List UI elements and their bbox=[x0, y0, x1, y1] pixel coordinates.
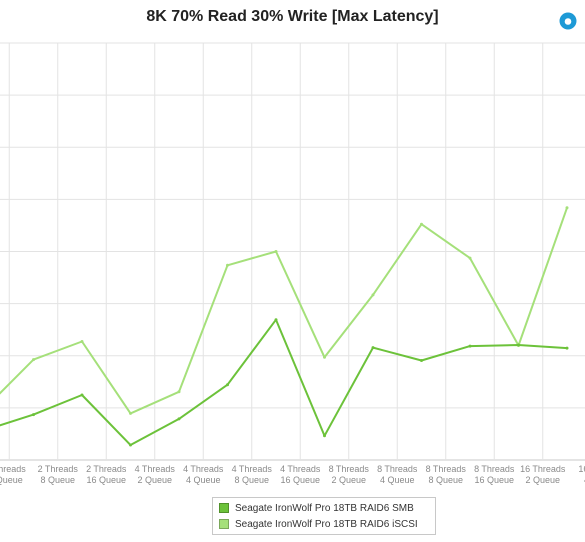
legend-label-iscsi: Seagate IronWolf Pro 18TB RAID6 iSCSI bbox=[235, 518, 418, 530]
x-tick-label: ThreadsQueue bbox=[0, 464, 26, 485]
data-point-iscsi[interactable] bbox=[226, 263, 229, 267]
data-point-smb[interactable] bbox=[80, 393, 84, 397]
data-point-smb[interactable] bbox=[129, 443, 132, 447]
series-line-smb[interactable] bbox=[0, 318, 568, 446]
grid bbox=[0, 42, 585, 461]
data-point-smb[interactable] bbox=[177, 417, 181, 421]
data-point-iscsi[interactable] bbox=[129, 411, 132, 415]
data-point-iscsi[interactable] bbox=[565, 206, 569, 210]
data-point-iscsi[interactable] bbox=[420, 222, 423, 226]
data-point-smb[interactable] bbox=[323, 434, 326, 438]
x-tick-label: 4 Threads 2 Queue bbox=[135, 464, 176, 485]
data-point-iscsi[interactable] bbox=[468, 256, 472, 260]
data-point-smb[interactable] bbox=[420, 359, 423, 362]
series-layer bbox=[0, 206, 569, 447]
data-point-iscsi[interactable] bbox=[371, 293, 375, 297]
x-tick-label: 16 Threads 2 Queue bbox=[520, 464, 566, 485]
x-tick-label: 4 Threads 16 Queue bbox=[280, 464, 321, 485]
x-tick-label: 8 Threads 2 Queue bbox=[329, 464, 370, 485]
legend: Seagate IronWolf Pro 18TB RAID6 SMB Seag… bbox=[212, 497, 436, 535]
x-tick-label: 2 Threads 8 Queue bbox=[38, 464, 79, 485]
data-point-iscsi[interactable] bbox=[177, 390, 181, 394]
x-tick-label: 4 Threads 8 Queue bbox=[232, 464, 273, 485]
data-point-iscsi[interactable] bbox=[323, 355, 326, 359]
legend-swatch-iscsi bbox=[219, 519, 229, 529]
data-point-smb[interactable] bbox=[274, 318, 278, 322]
brand-logo-icon bbox=[559, 12, 577, 30]
legend-item-smb[interactable]: Seagate IronWolf Pro 18TB RAID6 SMB bbox=[219, 500, 429, 516]
data-point-smb[interactable] bbox=[468, 344, 472, 348]
data-point-smb[interactable] bbox=[32, 413, 35, 417]
x-tick-label: 8 Threads 8 Queue bbox=[426, 464, 467, 485]
legend-item-iscsi[interactable]: Seagate IronWolf Pro 18TB RAID6 iSCSI bbox=[219, 516, 429, 532]
data-point-iscsi[interactable] bbox=[80, 340, 84, 343]
legend-swatch-smb bbox=[219, 503, 229, 513]
x-tick-label: 8 Threads 4 Queue bbox=[377, 464, 418, 485]
x-tick-label: 4 Threads 4 Queue bbox=[183, 464, 224, 485]
x-tick-label: 2 Threads 16 Queue bbox=[86, 464, 127, 485]
legend-label-smb: Seagate IronWolf Pro 18TB RAID6 SMB bbox=[235, 502, 414, 514]
data-point-smb[interactable] bbox=[226, 383, 229, 387]
data-point-smb[interactable] bbox=[517, 343, 520, 347]
series-line-iscsi[interactable] bbox=[0, 207, 568, 415]
data-point-iscsi[interactable] bbox=[274, 250, 278, 253]
data-point-iscsi[interactable] bbox=[32, 358, 35, 362]
x-tick-label: 8 Threads 16 Queue bbox=[474, 464, 515, 485]
data-point-smb[interactable] bbox=[565, 346, 569, 350]
chart-title: 8K 70% Read 30% Write [Max Latency] bbox=[146, 8, 439, 25]
x-tick-label: 16 Thr4 Q bbox=[578, 464, 585, 485]
data-point-smb[interactable] bbox=[371, 346, 375, 350]
